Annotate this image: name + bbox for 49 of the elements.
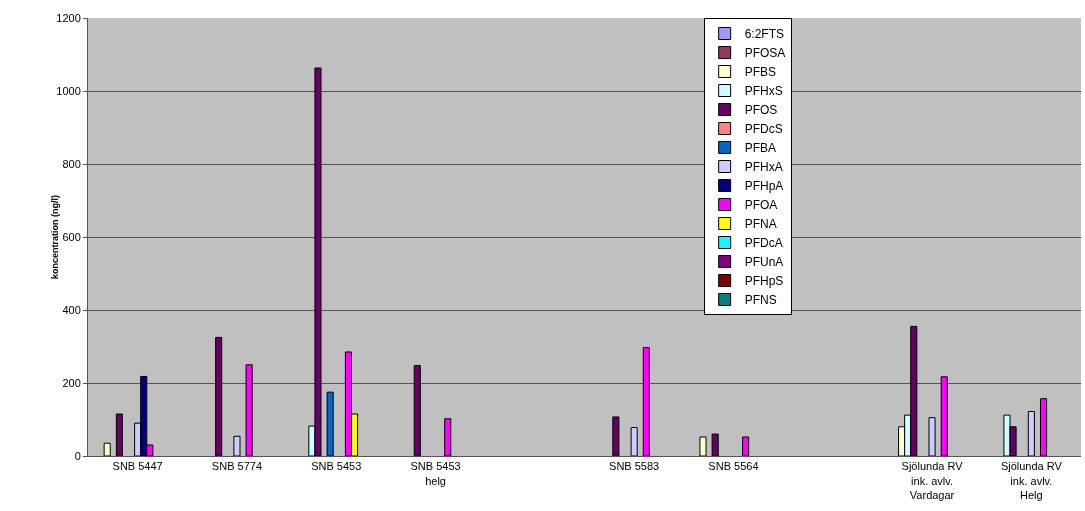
- x-tick-label: Sjölunda RV ink. avlv. Helg: [1000, 460, 1063, 501]
- y-tick-label: 0: [74, 449, 81, 462]
- legend-label: PFHpA: [744, 179, 784, 194]
- y-axis-title: koncentration (ng/l): [50, 195, 61, 279]
- legend-label: PFBS: [744, 65, 776, 80]
- legend-label: PFHxS: [744, 84, 783, 99]
- x-tick-label: Sjölunda RV ink. avlv. Vardagar: [901, 460, 964, 501]
- bar: [742, 436, 750, 456]
- bar: [940, 376, 948, 456]
- legend-label: PFNS: [744, 293, 777, 308]
- bar: [642, 347, 650, 456]
- legend-label: PFDcS: [744, 122, 783, 137]
- legend-label: PFHxA: [744, 160, 783, 175]
- bar: [444, 418, 452, 456]
- bar: [326, 391, 334, 456]
- legend-label: PFBA: [744, 141, 776, 156]
- bar: [711, 433, 719, 456]
- bar: [245, 364, 253, 456]
- y-tick-label: 200: [62, 376, 81, 389]
- x-tick-label: SNB 5453: [311, 460, 362, 473]
- legend-label: PFOS: [744, 103, 778, 118]
- y-tick-label: 600: [62, 230, 81, 243]
- legend-label: PFUnA: [744, 255, 784, 270]
- y-tick-label: 400: [62, 303, 81, 316]
- y-tick-label: 1200: [56, 11, 81, 24]
- bar: [413, 364, 421, 456]
- legend-label: PFHpS: [744, 274, 784, 289]
- bar: [928, 417, 936, 456]
- bar: [233, 435, 241, 456]
- x-tick-label: SNB 5453 helg: [410, 460, 461, 487]
- legend-label: 6:2FTS: [744, 27, 785, 42]
- y-tick-label: 800: [62, 157, 81, 170]
- legend-label: PFDcA: [744, 236, 783, 251]
- bar: [630, 427, 638, 456]
- bar: [612, 416, 620, 456]
- bar: [1027, 410, 1035, 456]
- bar: [115, 413, 123, 456]
- legend-label: PFOSA: [744, 46, 786, 61]
- legend-label: PFNA: [744, 217, 777, 232]
- bar: [103, 442, 111, 456]
- legend-label: PFOA: [744, 198, 778, 213]
- bar: [215, 336, 223, 456]
- x-tick-label: SNB 5564: [708, 460, 759, 473]
- bar: [1039, 398, 1048, 456]
- x-tick-label: SNB 5583: [609, 460, 660, 473]
- bar: [699, 436, 707, 456]
- y-tick-label: 1000: [56, 84, 81, 97]
- x-tick-label: SNB 5447: [112, 460, 163, 473]
- x-tick-label: SNB 5774: [211, 460, 263, 473]
